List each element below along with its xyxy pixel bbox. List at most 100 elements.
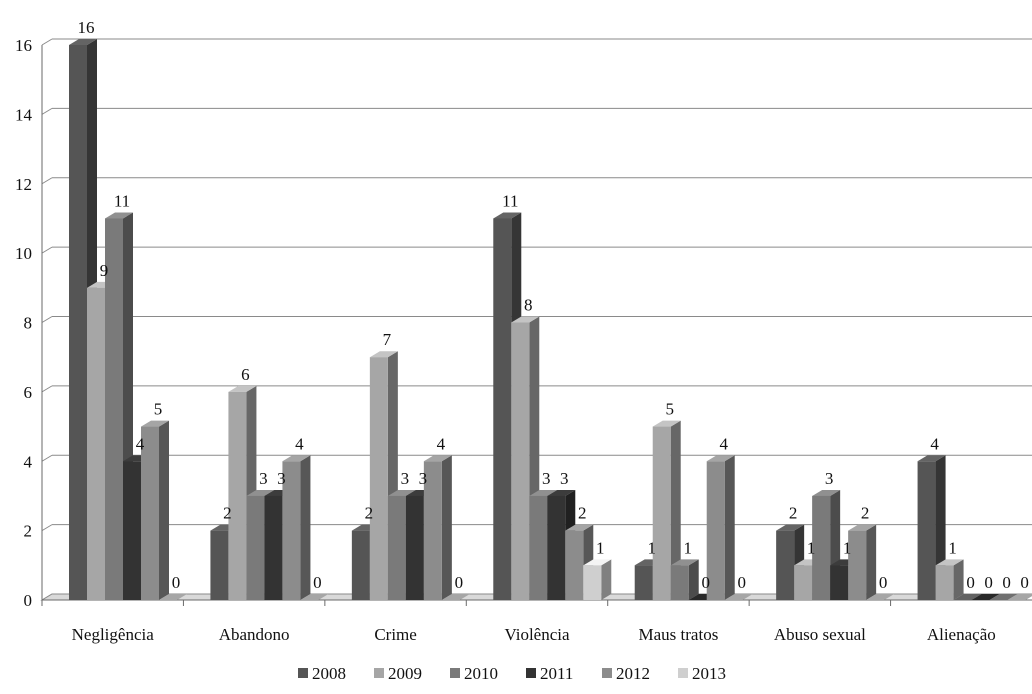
gridline-depth [41, 524, 53, 532]
data-label: 5 [665, 400, 674, 419]
legend-swatch [678, 668, 688, 678]
data-label: 4 [719, 434, 728, 453]
legend-swatch [602, 668, 612, 678]
legend-label: 2010 [464, 664, 498, 683]
data-label: 8 [524, 296, 533, 315]
data-label: 5 [154, 400, 163, 419]
data-label: 0 [984, 573, 993, 592]
data-label: 1 [948, 538, 957, 557]
data-label: 3 [277, 469, 286, 488]
data-label: 2 [578, 504, 587, 523]
bar [989, 594, 1018, 600]
legend-item: 2013 [678, 664, 726, 683]
bar [971, 594, 1000, 600]
gridline-depth [41, 316, 53, 323]
data-label: 0 [172, 573, 181, 592]
y-tick-label: 6 [24, 383, 33, 402]
legend-label: 2012 [616, 664, 650, 683]
legend-swatch [298, 668, 308, 678]
data-label: 0 [966, 573, 975, 592]
bar [282, 455, 311, 600]
category-label: Negligência [72, 625, 155, 644]
data-label: 2 [861, 504, 870, 523]
data-label: 0 [879, 573, 888, 592]
y-tick-label: 2 [24, 522, 33, 541]
bar [652, 420, 681, 600]
data-label: 1 [807, 538, 816, 557]
legend-label: 2013 [692, 664, 726, 683]
legend-swatch [450, 668, 460, 678]
bar [724, 594, 753, 600]
gridline-depth [41, 177, 53, 185]
legend-swatch [526, 668, 536, 678]
data-label: 9 [100, 261, 109, 280]
data-label: 16 [78, 18, 95, 37]
data-label: 0 [737, 573, 746, 592]
data-label: 1 [647, 538, 656, 557]
data-label: 3 [560, 469, 569, 488]
grid-lines [41, 38, 1032, 601]
data-label: 0 [313, 573, 322, 592]
legend-label: 2011 [540, 664, 573, 683]
category-label: Abuso sexual [774, 625, 866, 644]
data-label: 2 [365, 504, 374, 523]
y-tick-label: 8 [24, 314, 33, 333]
data-label: 4 [437, 434, 446, 453]
legend-swatch [374, 668, 384, 678]
data-label: 0 [1020, 573, 1029, 592]
y-tick-label: 16 [15, 36, 32, 55]
y-tick-label: 4 [24, 452, 33, 471]
data-label: 3 [419, 469, 428, 488]
legend-label: 2008 [312, 664, 346, 683]
gridline-depth [41, 38, 53, 46]
legend-item: 2010 [450, 664, 498, 683]
data-label: 3 [542, 469, 551, 488]
data-label: 4 [295, 434, 304, 453]
legend-item: 2008 [298, 664, 346, 683]
y-axis-ticks: 0 2 4 6 8 10 12 14 16 [15, 36, 33, 610]
legend-item: 2012 [602, 664, 650, 683]
data-label: 1 [683, 538, 692, 557]
bar [848, 524, 877, 600]
bar [423, 455, 452, 600]
data-label: 3 [825, 469, 834, 488]
bar [159, 594, 187, 600]
data-label: 0 [1002, 573, 1011, 592]
data-label: 3 [401, 469, 410, 488]
category-label: Maus tratos [639, 625, 719, 644]
y-tick-label: 0 [24, 591, 33, 610]
bar [935, 559, 964, 600]
data-label: 0 [455, 573, 464, 592]
category-label: Abandono [219, 625, 290, 644]
category-label: Violência [504, 625, 570, 644]
bar [583, 559, 612, 600]
bar [670, 559, 699, 600]
data-label: 2 [789, 504, 798, 523]
category-label: Crime [374, 625, 417, 644]
data-label: 0 [701, 573, 710, 592]
gridline-depth [41, 385, 53, 393]
data-label: 7 [383, 330, 392, 349]
legend-label: 2009 [388, 664, 422, 683]
bar [706, 455, 735, 600]
legend-item: 2009 [374, 664, 422, 683]
data-label: 11 [502, 191, 518, 210]
y-tick-label: 12 [15, 175, 32, 194]
legend-item: 2011 [526, 664, 573, 683]
data-label: 1 [843, 538, 852, 557]
data-label: 2 [223, 504, 232, 523]
data-label: 3 [259, 469, 268, 488]
gridline-depth [41, 107, 53, 115]
data-label: 4 [930, 434, 939, 453]
data-label: 6 [241, 365, 250, 384]
bar [1007, 594, 1032, 600]
gridline-depth [41, 246, 53, 254]
category-labels: Negligência Abandono Crime Violência Maus tr… [72, 625, 996, 644]
bar [441, 594, 470, 600]
bar [300, 594, 329, 600]
category-label: Alienação [927, 625, 996, 644]
data-label: 4 [136, 434, 145, 453]
data-label: 11 [114, 191, 130, 210]
